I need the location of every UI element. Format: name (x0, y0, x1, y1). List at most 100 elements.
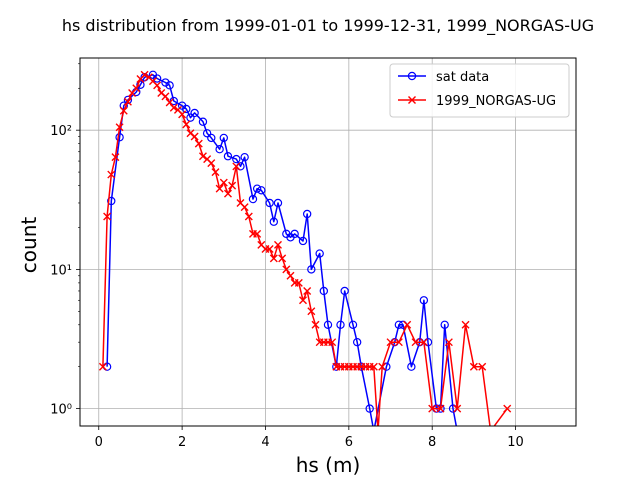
data-point (323, 320, 333, 329)
marker-stroke (140, 70, 149, 79)
data-point (140, 70, 149, 79)
data-point (215, 184, 224, 193)
data-point (290, 229, 299, 239)
data-point (436, 404, 445, 413)
marker-stroke (269, 254, 278, 263)
data-point (223, 189, 232, 198)
y-axis-label: count (17, 217, 41, 274)
data-point (198, 152, 207, 161)
marker-stroke (98, 362, 107, 371)
data-point (265, 245, 274, 254)
data-point (278, 254, 287, 263)
marker-stroke (282, 265, 291, 274)
data-point (198, 117, 208, 126)
data-point (207, 159, 216, 168)
data-point (298, 296, 307, 305)
marker-stroke (115, 123, 124, 132)
y-tick-label: 10⁰ (50, 403, 72, 418)
data-point (107, 196, 116, 206)
marker-stroke (203, 155, 212, 164)
marker-stroke (461, 320, 470, 329)
data-point (119, 106, 128, 115)
marker-stroke (182, 120, 191, 129)
data-point (419, 338, 428, 347)
x-axis-label: hs (m) (296, 453, 361, 477)
x-tick-label: 8 (428, 435, 436, 450)
marker-stroke (232, 162, 241, 171)
y-tick-label: 10² (50, 124, 72, 139)
marker-stroke (165, 98, 174, 107)
data-point (307, 265, 316, 274)
marker-stroke (148, 77, 157, 86)
marker-stroke (453, 404, 462, 413)
data-point (228, 181, 237, 190)
data-point (123, 97, 132, 106)
data-point (273, 198, 283, 208)
marker-stroke (444, 338, 453, 347)
data-point (248, 194, 258, 204)
legend-box (389, 63, 570, 118)
marker-stroke (207, 159, 216, 168)
data-point (407, 362, 416, 371)
data-point (478, 362, 487, 371)
x-tick-label: 6 (345, 435, 353, 450)
marker-stroke (240, 203, 249, 212)
chart-legend: sat data 1999_NORGAS-UG (389, 63, 570, 118)
marker-stroke (215, 184, 224, 193)
data-point (469, 362, 478, 371)
data-point (369, 362, 378, 371)
marker-stroke (311, 320, 320, 329)
data-point (240, 152, 249, 162)
data-point (265, 198, 274, 208)
data-point (98, 362, 107, 371)
data-point (302, 209, 312, 219)
marker-stroke (219, 178, 228, 187)
marker-stroke (394, 338, 403, 347)
data-point (411, 338, 420, 347)
data-point (232, 162, 241, 171)
data-point (461, 320, 470, 329)
data-point (319, 286, 329, 296)
data-point (194, 139, 203, 148)
data-point (503, 404, 512, 413)
data-point (303, 286, 312, 295)
data-point (152, 74, 162, 83)
marker-stroke (111, 153, 120, 162)
marker-stroke (503, 404, 512, 413)
x-tick-label: 10 (507, 435, 524, 450)
x-tick-label: 4 (261, 435, 269, 450)
chart-title: hs distribution from 1999-01-01 to 1999-… (62, 16, 594, 36)
data-point (428, 404, 437, 413)
marker-stroke (244, 212, 253, 221)
marker-stroke (157, 88, 166, 97)
data-point (103, 212, 112, 221)
data-point (178, 110, 187, 119)
x-tick-label: 2 (178, 435, 186, 450)
data-point (136, 80, 145, 89)
data-point (444, 338, 453, 347)
y-tick-label: 10¹ (50, 263, 72, 278)
marker-stroke (411, 338, 420, 347)
data-point (115, 133, 124, 142)
data-point (240, 203, 249, 212)
data-point (311, 320, 320, 329)
data-point (111, 153, 120, 162)
data-point (161, 92, 170, 101)
data-point (440, 320, 449, 329)
data-point (453, 404, 462, 413)
x-tick-label: 0 (95, 435, 103, 450)
data-point (211, 168, 220, 177)
data-point (223, 152, 233, 161)
marker-stroke (408, 96, 416, 104)
data-point (252, 184, 262, 193)
marker-stroke (369, 362, 378, 371)
marker-stroke (190, 132, 199, 141)
marker-stroke (228, 181, 237, 190)
marker-stroke (236, 198, 245, 207)
data-point (165, 81, 174, 90)
data-point (253, 229, 262, 238)
marker-stroke (161, 92, 170, 101)
marker-stroke (186, 129, 195, 138)
marker-stroke (386, 338, 395, 347)
marker-stroke (257, 240, 266, 249)
